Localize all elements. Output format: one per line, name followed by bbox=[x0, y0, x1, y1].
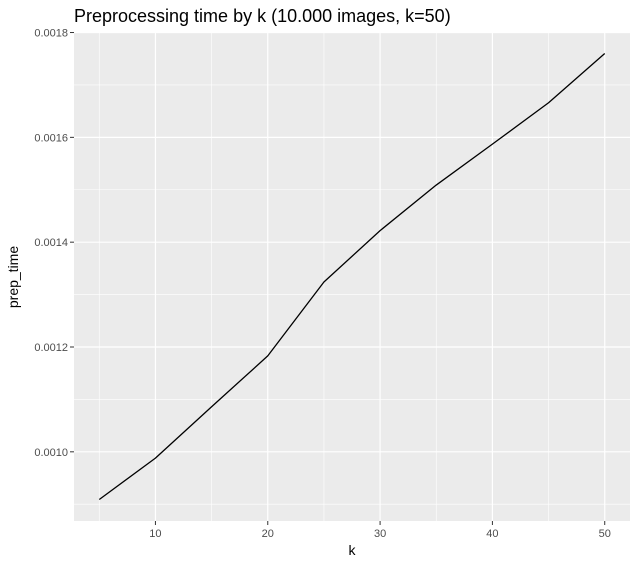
chart-title: Preprocessing time by k (10.000 images, … bbox=[74, 6, 451, 26]
minor-gridlines bbox=[74, 32, 630, 521]
y-tick-label: 0.0012 bbox=[34, 342, 68, 354]
x-tick-label: 20 bbox=[262, 528, 274, 540]
y-axis: 0.0010 0.0012 0.0014 0.0016 0.0018 bbox=[34, 28, 74, 459]
x-tick-label: 50 bbox=[599, 528, 611, 540]
series-line bbox=[98, 53, 606, 501]
x-tick-label: 40 bbox=[486, 528, 498, 540]
x-axis: 10 20 30 40 50 bbox=[149, 521, 611, 540]
y-axis-title: prep_time bbox=[5, 246, 21, 308]
y-tick-label: 0.0014 bbox=[34, 237, 68, 249]
y-tick-label: 0.0016 bbox=[34, 132, 68, 144]
plot-panel bbox=[74, 32, 630, 521]
major-gridlines bbox=[74, 31, 630, 521]
x-tick-label: 10 bbox=[149, 528, 161, 540]
y-tick-label: 0.0018 bbox=[34, 28, 68, 40]
x-axis-title: k bbox=[349, 542, 357, 558]
x-tick-label: 30 bbox=[374, 528, 386, 540]
series-layer bbox=[98, 53, 606, 501]
y-tick-label: 0.0010 bbox=[34, 447, 68, 459]
